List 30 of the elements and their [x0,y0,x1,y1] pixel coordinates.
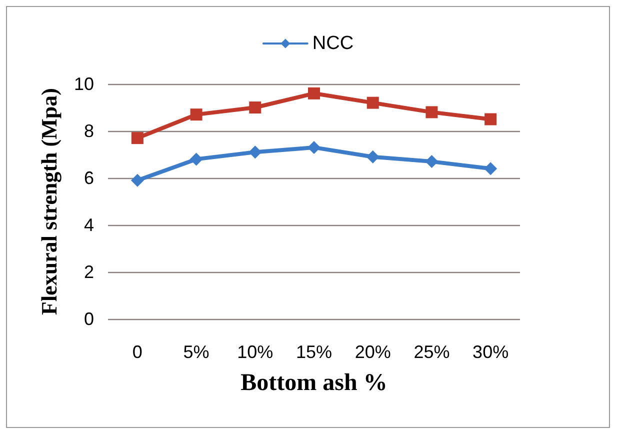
x-tick-label: 25% [414,342,450,362]
point [308,87,320,100]
point [426,106,438,118]
point [308,140,320,154]
x-tick-label: 30% [472,342,509,362]
point [484,113,497,126]
x-tick-label: 10% [237,342,274,362]
x-tick-label: 0 [132,342,142,362]
x-tick-label: 5% [183,342,210,362]
point [425,155,438,168]
point [190,152,203,166]
x-axis-title: Bottom ash % [240,370,388,396]
point [366,96,379,109]
point [130,174,144,187]
y-axis-title: Flexural strength (Mpa) [36,88,62,315]
point [190,108,202,121]
point [131,132,144,144]
y-tick-label: 0 [84,309,94,329]
y-tick-label: 4 [84,215,94,235]
y-tick-label: 8 [84,121,94,141]
legend-label: NCC [312,33,354,54]
point [249,102,262,114]
y-tick-label: 6 [84,168,94,188]
point [484,162,498,176]
x-tick-label: 15% [296,342,332,362]
y-tick-label: 10 [74,74,94,94]
x-tick-label: 20% [354,342,391,362]
point [366,150,380,164]
point [248,146,262,159]
y-tick-label: 2 [84,262,94,282]
